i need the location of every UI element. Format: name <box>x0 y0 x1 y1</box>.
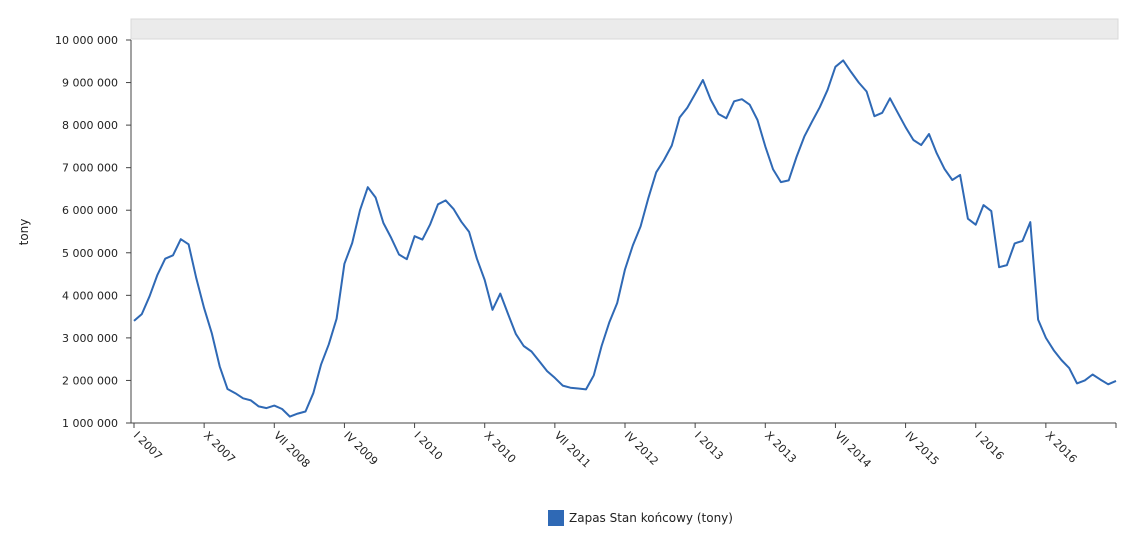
x-tick-label: I 2016 <box>973 429 1007 463</box>
x-tick-label: X 2013 <box>762 429 799 466</box>
series-line <box>133 59 1117 418</box>
x-tick-label: IV 2009 <box>341 429 380 468</box>
legend: Zapas Stan końcowy (tony) <box>548 510 733 526</box>
x-tick-label: IV 2015 <box>902 429 941 468</box>
x-tick-label: VII 2014 <box>832 429 873 470</box>
legend-swatch <box>548 510 564 526</box>
y-tick-label: 8 000 000 <box>62 119 118 132</box>
y-tick-label: 7 000 000 <box>62 162 118 175</box>
x-tick-label: VII 2011 <box>552 429 593 470</box>
x-tick-label: VII 2008 <box>271 429 312 470</box>
x-tick-label: IV 2012 <box>622 429 661 468</box>
series-layer <box>133 59 1117 418</box>
y-tick-label: 6 000 000 <box>62 204 118 217</box>
x-tick-label: X 2016 <box>1043 429 1080 466</box>
x-tick-label: I 2013 <box>692 429 726 463</box>
x-axis-ticks: I 2007 X 2007 VII 2008 IV 2009 I 2010 X 2010 V… <box>131 423 1117 470</box>
y-tick-label: 10 000 000 <box>55 34 118 47</box>
y-tick-label: 4 000 000 <box>62 289 118 302</box>
y-tick-label: 3 000 000 <box>62 332 118 345</box>
plot-top-band <box>130 18 1119 40</box>
x-tick-label: X 2007 <box>201 429 238 466</box>
x-tick-label: X 2010 <box>482 429 519 466</box>
y-tick-label: 1 000 000 <box>62 417 118 430</box>
y-axis-title: tony <box>17 219 31 246</box>
y-tick-label: 5 000 000 <box>62 247 118 260</box>
x-tick-label: I 2010 <box>411 429 445 463</box>
y-tick-label: 2 000 000 <box>62 374 118 387</box>
y-axis-ticks: 1 000 000 2 000 000 3 000 000 4 000 000 5 00… <box>55 34 131 430</box>
x-tick-label: I 2007 <box>131 429 165 463</box>
legend-label: Zapas Stan końcowy (tony) <box>569 511 733 525</box>
y-tick-label: 9 000 000 <box>62 77 118 90</box>
